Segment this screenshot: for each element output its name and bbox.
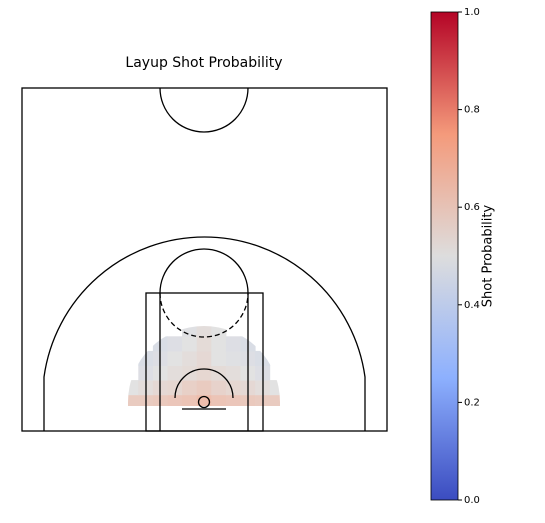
- heat-cell: [211, 350, 227, 366]
- colorbar-tick-label: 0.8: [464, 105, 480, 116]
- heat-cell: [128, 394, 139, 406]
- court: [21, 87, 388, 432]
- heat-cell: [211, 336, 227, 352]
- heat-cell: [128, 380, 139, 396]
- colorbar-tick-label: 0.0: [464, 495, 480, 506]
- heat-cell: [225, 336, 241, 352]
- heat-cell: [182, 336, 198, 352]
- heat-cell: [182, 350, 198, 366]
- colorbar-label: Shot Probability: [481, 205, 496, 308]
- colorbar: [430, 11, 459, 501]
- heat-cell: [211, 394, 227, 406]
- heat-cell: [196, 380, 212, 396]
- heat-cell: [196, 365, 212, 381]
- colorbar-tick-label: 0.4: [464, 300, 480, 311]
- heat-cell: [182, 394, 198, 406]
- heat-cell: [269, 394, 280, 406]
- heat-cell: [167, 394, 183, 406]
- colorbar-tick-label: 1.0: [464, 7, 480, 18]
- heat-cell: [167, 365, 183, 381]
- heat-cell: [225, 350, 241, 366]
- heat-cell: [196, 336, 212, 352]
- heat-cell: [182, 326, 198, 337]
- heat-cell: [167, 350, 183, 366]
- colorbar-tick-label: 0.6: [464, 202, 480, 213]
- heat-cell: [211, 380, 227, 396]
- heat-cell: [225, 365, 241, 381]
- heat-cell: [196, 350, 212, 366]
- heat-cell: [167, 336, 183, 352]
- heat-cell: [211, 326, 227, 337]
- heat-cell: [196, 394, 212, 406]
- heat-cell: [225, 394, 241, 406]
- heat-cell: [269, 380, 280, 396]
- colorbar-tick-label: 0.2: [464, 397, 480, 408]
- heat-cell: [182, 380, 198, 396]
- chart-title: Layup Shot Probability: [125, 55, 282, 71]
- heat-cell: [196, 326, 212, 337]
